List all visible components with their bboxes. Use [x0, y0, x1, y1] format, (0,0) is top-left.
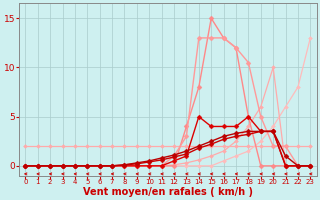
X-axis label: Vent moyen/en rafales ( km/h ): Vent moyen/en rafales ( km/h )	[83, 187, 253, 197]
